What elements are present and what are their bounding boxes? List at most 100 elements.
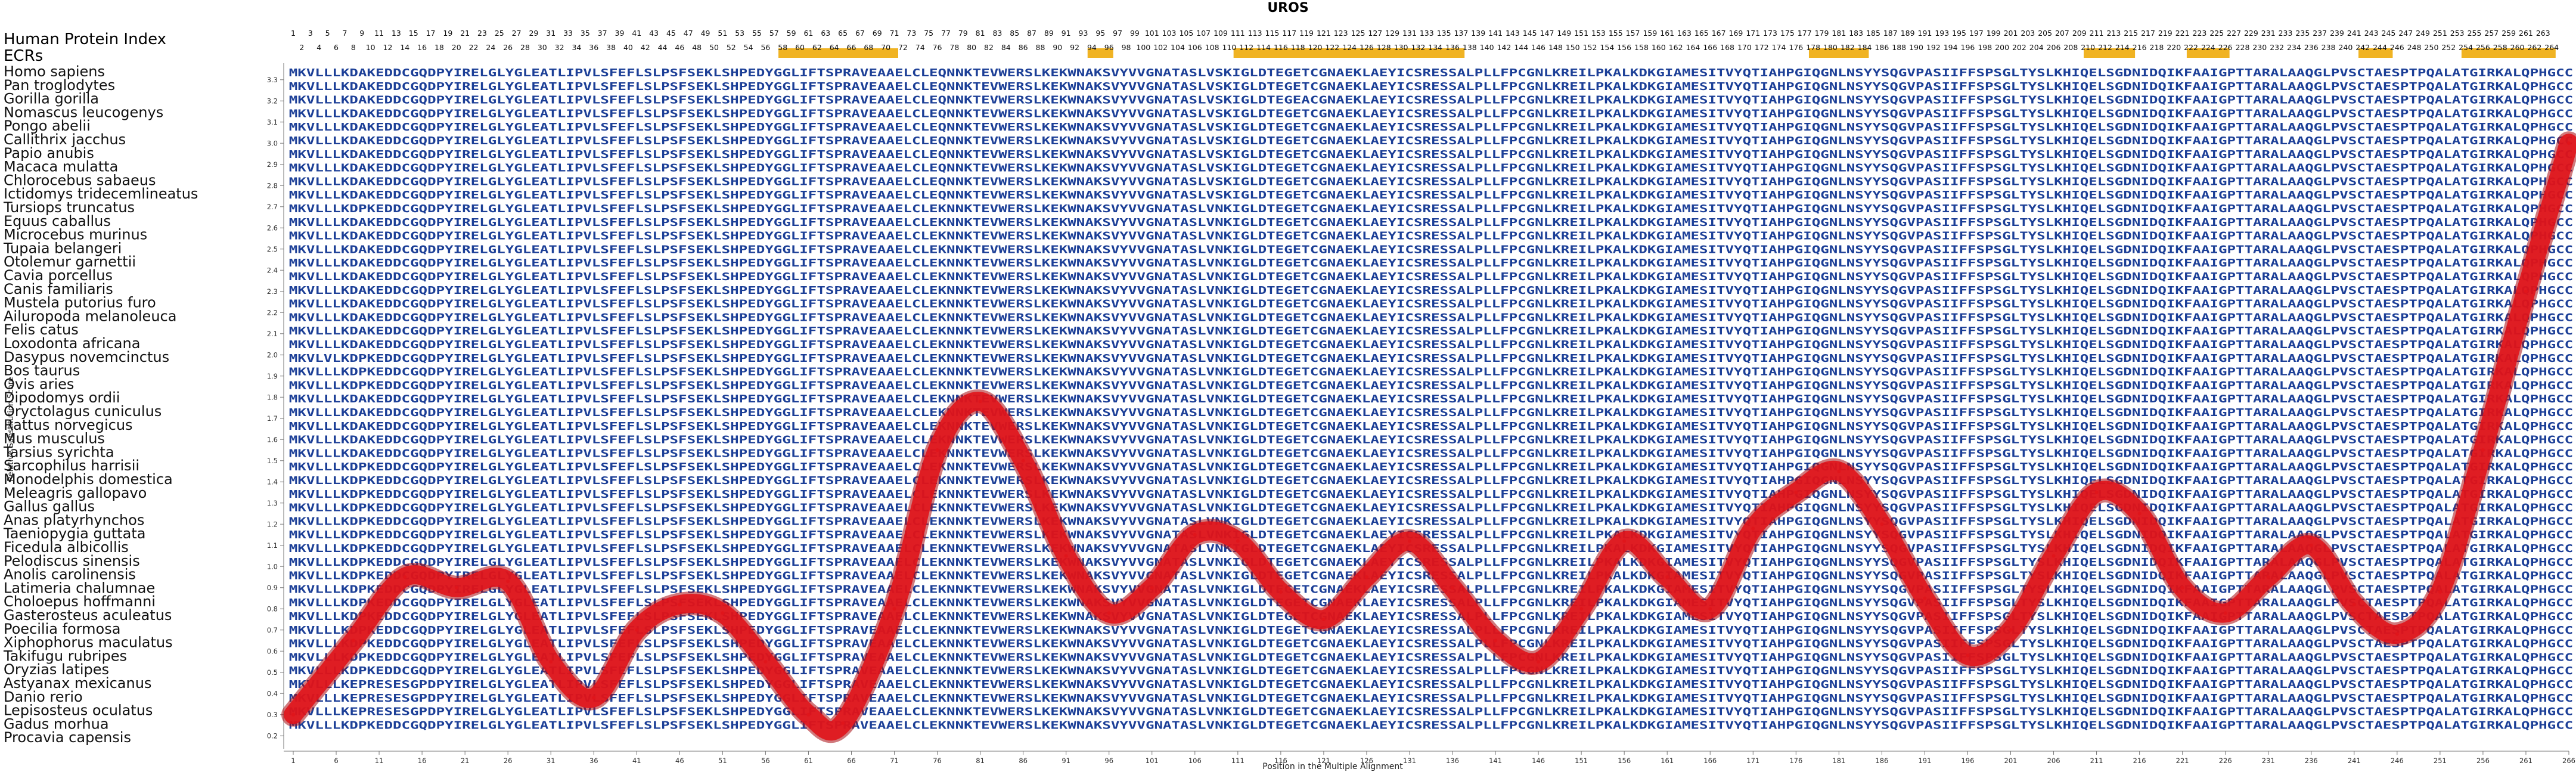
y-tick-label: 0.9 bbox=[267, 584, 278, 592]
protein-index-number: 205 bbox=[2038, 29, 2052, 38]
protein-index-number: 146 bbox=[1531, 43, 1545, 52]
protein-index-number: 88 bbox=[1036, 43, 1045, 52]
curve-point bbox=[1966, 653, 1970, 658]
protein-index-number: 27 bbox=[512, 29, 522, 38]
alignment-row: MKVLLLKDAKEDDCGQDPYIRELGLYGLEATLIPVLSFEF… bbox=[289, 393, 2573, 405]
y-tick-label: 1.2 bbox=[267, 520, 278, 528]
species-name: Ovis aries bbox=[4, 376, 74, 392]
curve-point bbox=[2481, 448, 2485, 452]
curve-point bbox=[892, 607, 896, 611]
protein-index-number: 106 bbox=[1188, 43, 1202, 52]
protein-index-number: 26 bbox=[503, 43, 513, 52]
protein-index-number: 162 bbox=[1669, 43, 1683, 52]
protein-index-number: 167 bbox=[1712, 29, 1726, 38]
protein-index-number: 37 bbox=[598, 29, 607, 38]
protein-index-number: 151 bbox=[1574, 29, 1588, 38]
protein-index-number: 120 bbox=[1308, 43, 1323, 52]
protein-index-number: 154 bbox=[1600, 43, 1614, 52]
alignment-row: MKVLLLKDAKEDDCGQDPYIRELGLYGLEATLIPVLSFEF… bbox=[289, 407, 2573, 419]
protein-index-number: 75 bbox=[924, 29, 933, 38]
protein-index-number: 94 bbox=[1087, 43, 1097, 52]
protein-index-number: 92 bbox=[1070, 43, 1079, 52]
alignment-row: MKVLLLKDPKEDDCGQDPYIRELGLYGLEATLIPVLSFEF… bbox=[289, 597, 2573, 609]
protein-index-number: 23 bbox=[477, 29, 487, 38]
x-tick-label: 81 bbox=[976, 757, 985, 765]
species-name: Canis familiaris bbox=[4, 281, 113, 297]
species-name: Xiphophorus maculatus bbox=[4, 634, 173, 651]
curve-point bbox=[1708, 607, 1712, 611]
x-tick-label: 171 bbox=[1746, 757, 1759, 765]
curve-point bbox=[2223, 611, 2227, 615]
protein-index-number: 119 bbox=[1299, 29, 1314, 38]
protein-index-number: 62 bbox=[812, 43, 822, 52]
x-tick-label: 101 bbox=[1146, 757, 1159, 765]
curve-point bbox=[1794, 491, 1798, 494]
species-name: Ailuropoda melanoleuca bbox=[4, 308, 176, 324]
ecr-bar bbox=[1233, 48, 1465, 58]
protein-index-number: 209 bbox=[2072, 29, 2087, 38]
x-tick-label: 211 bbox=[2090, 757, 2103, 765]
protein-index-number: 226 bbox=[2218, 43, 2233, 52]
protein-index-number: 245 bbox=[2382, 29, 2396, 38]
y-tick-label: 1.3 bbox=[267, 499, 278, 507]
alignment-row: MKVLLLKDAKEDDCGQDPYIRELGLYGLEATLIPVLSFEF… bbox=[289, 67, 2573, 79]
curve-point bbox=[1407, 539, 1411, 543]
protein-index-number: 108 bbox=[1205, 43, 1219, 52]
protein-index-number: 179 bbox=[1815, 29, 1829, 38]
protein-index-number: 168 bbox=[1720, 43, 1734, 52]
protein-index-number: 264 bbox=[2544, 43, 2559, 52]
protein-index-number: 207 bbox=[2055, 29, 2069, 38]
alignment-row: MKVLLLKDAKEDDCGQDPYIRELGLYGLEATLIPVLSFEF… bbox=[289, 231, 2573, 243]
protein-index-number: 144 bbox=[1514, 43, 1528, 52]
y-tick-label: 0.4 bbox=[267, 689, 278, 698]
protein-index-number: 171 bbox=[1746, 29, 1760, 38]
protein-index-number: 231 bbox=[2261, 29, 2276, 38]
species-name: Cavia porcellus bbox=[4, 267, 113, 284]
protein-index-number: 99 bbox=[1130, 29, 1140, 38]
protein-index-number: 29 bbox=[529, 29, 538, 38]
protein-index-number: 130 bbox=[1394, 43, 1408, 52]
protein-index-number: 166 bbox=[1703, 43, 1717, 52]
species-name: Rattus norvegicus bbox=[4, 417, 133, 433]
species-name: Callithrix jacchus bbox=[4, 131, 126, 148]
protein-index-number: 142 bbox=[1497, 43, 1512, 52]
ecr-bars bbox=[778, 48, 2556, 58]
curve-point bbox=[635, 628, 639, 632]
x-tick-label: 251 bbox=[2434, 757, 2447, 765]
x-tick-label: 141 bbox=[1489, 757, 1502, 765]
species-name: Taeniopygia guttata bbox=[3, 525, 146, 542]
protein-index-number: 50 bbox=[709, 43, 719, 52]
alignment-row: MKVLVLKDPKEDDCGQDPYIRELGLYGLEATLIPVLSFEF… bbox=[289, 353, 2573, 365]
curve-point bbox=[2395, 632, 2399, 636]
protein-index-number: 215 bbox=[2124, 29, 2138, 38]
protein-index-number: 34 bbox=[572, 43, 581, 52]
protein-index-number: 229 bbox=[2244, 29, 2258, 38]
curve-point bbox=[1278, 590, 1283, 594]
species-name: Loxodonta africana bbox=[4, 335, 140, 352]
alignment-rows: MKVLLLKDAKEDDCGQDPYIRELGLYGLEATLIPVLSFEF… bbox=[289, 67, 2573, 731]
protein-index-number: 220 bbox=[2167, 43, 2181, 52]
protein-index-number: 22 bbox=[469, 43, 479, 52]
protein-index-number: 193 bbox=[1935, 29, 1949, 38]
x-tick-label: 216 bbox=[2133, 757, 2146, 765]
curve-point bbox=[1579, 607, 1584, 611]
protein-index-number: 45 bbox=[666, 29, 676, 38]
ecr-bar bbox=[778, 48, 899, 58]
x-tick-label: 181 bbox=[1832, 757, 1845, 765]
alignment-row: MKVLLLKDPKEDDCGQDPYIRELGLYGLEATLIPVLSFEF… bbox=[289, 584, 2573, 596]
species-name: Mus musculus bbox=[4, 430, 105, 447]
x-tick-label: 116 bbox=[1274, 757, 1287, 765]
protein-index-number: 47 bbox=[684, 29, 693, 38]
protein-index-number: 206 bbox=[2047, 43, 2061, 52]
protein-index-number: 48 bbox=[692, 43, 702, 52]
species-name: Tupaia belangeri bbox=[3, 240, 122, 256]
protein-index-number: 219 bbox=[2158, 29, 2172, 38]
x-tick-label: 11 bbox=[375, 757, 384, 765]
protein-index-number: 129 bbox=[1385, 29, 1399, 38]
protein-index-number: 79 bbox=[958, 29, 968, 38]
protein-index-number: 6 bbox=[334, 43, 339, 52]
ecr-bar bbox=[2358, 48, 2393, 58]
x-tick-label: 246 bbox=[2391, 757, 2404, 765]
protein-index-number: 53 bbox=[735, 29, 744, 38]
